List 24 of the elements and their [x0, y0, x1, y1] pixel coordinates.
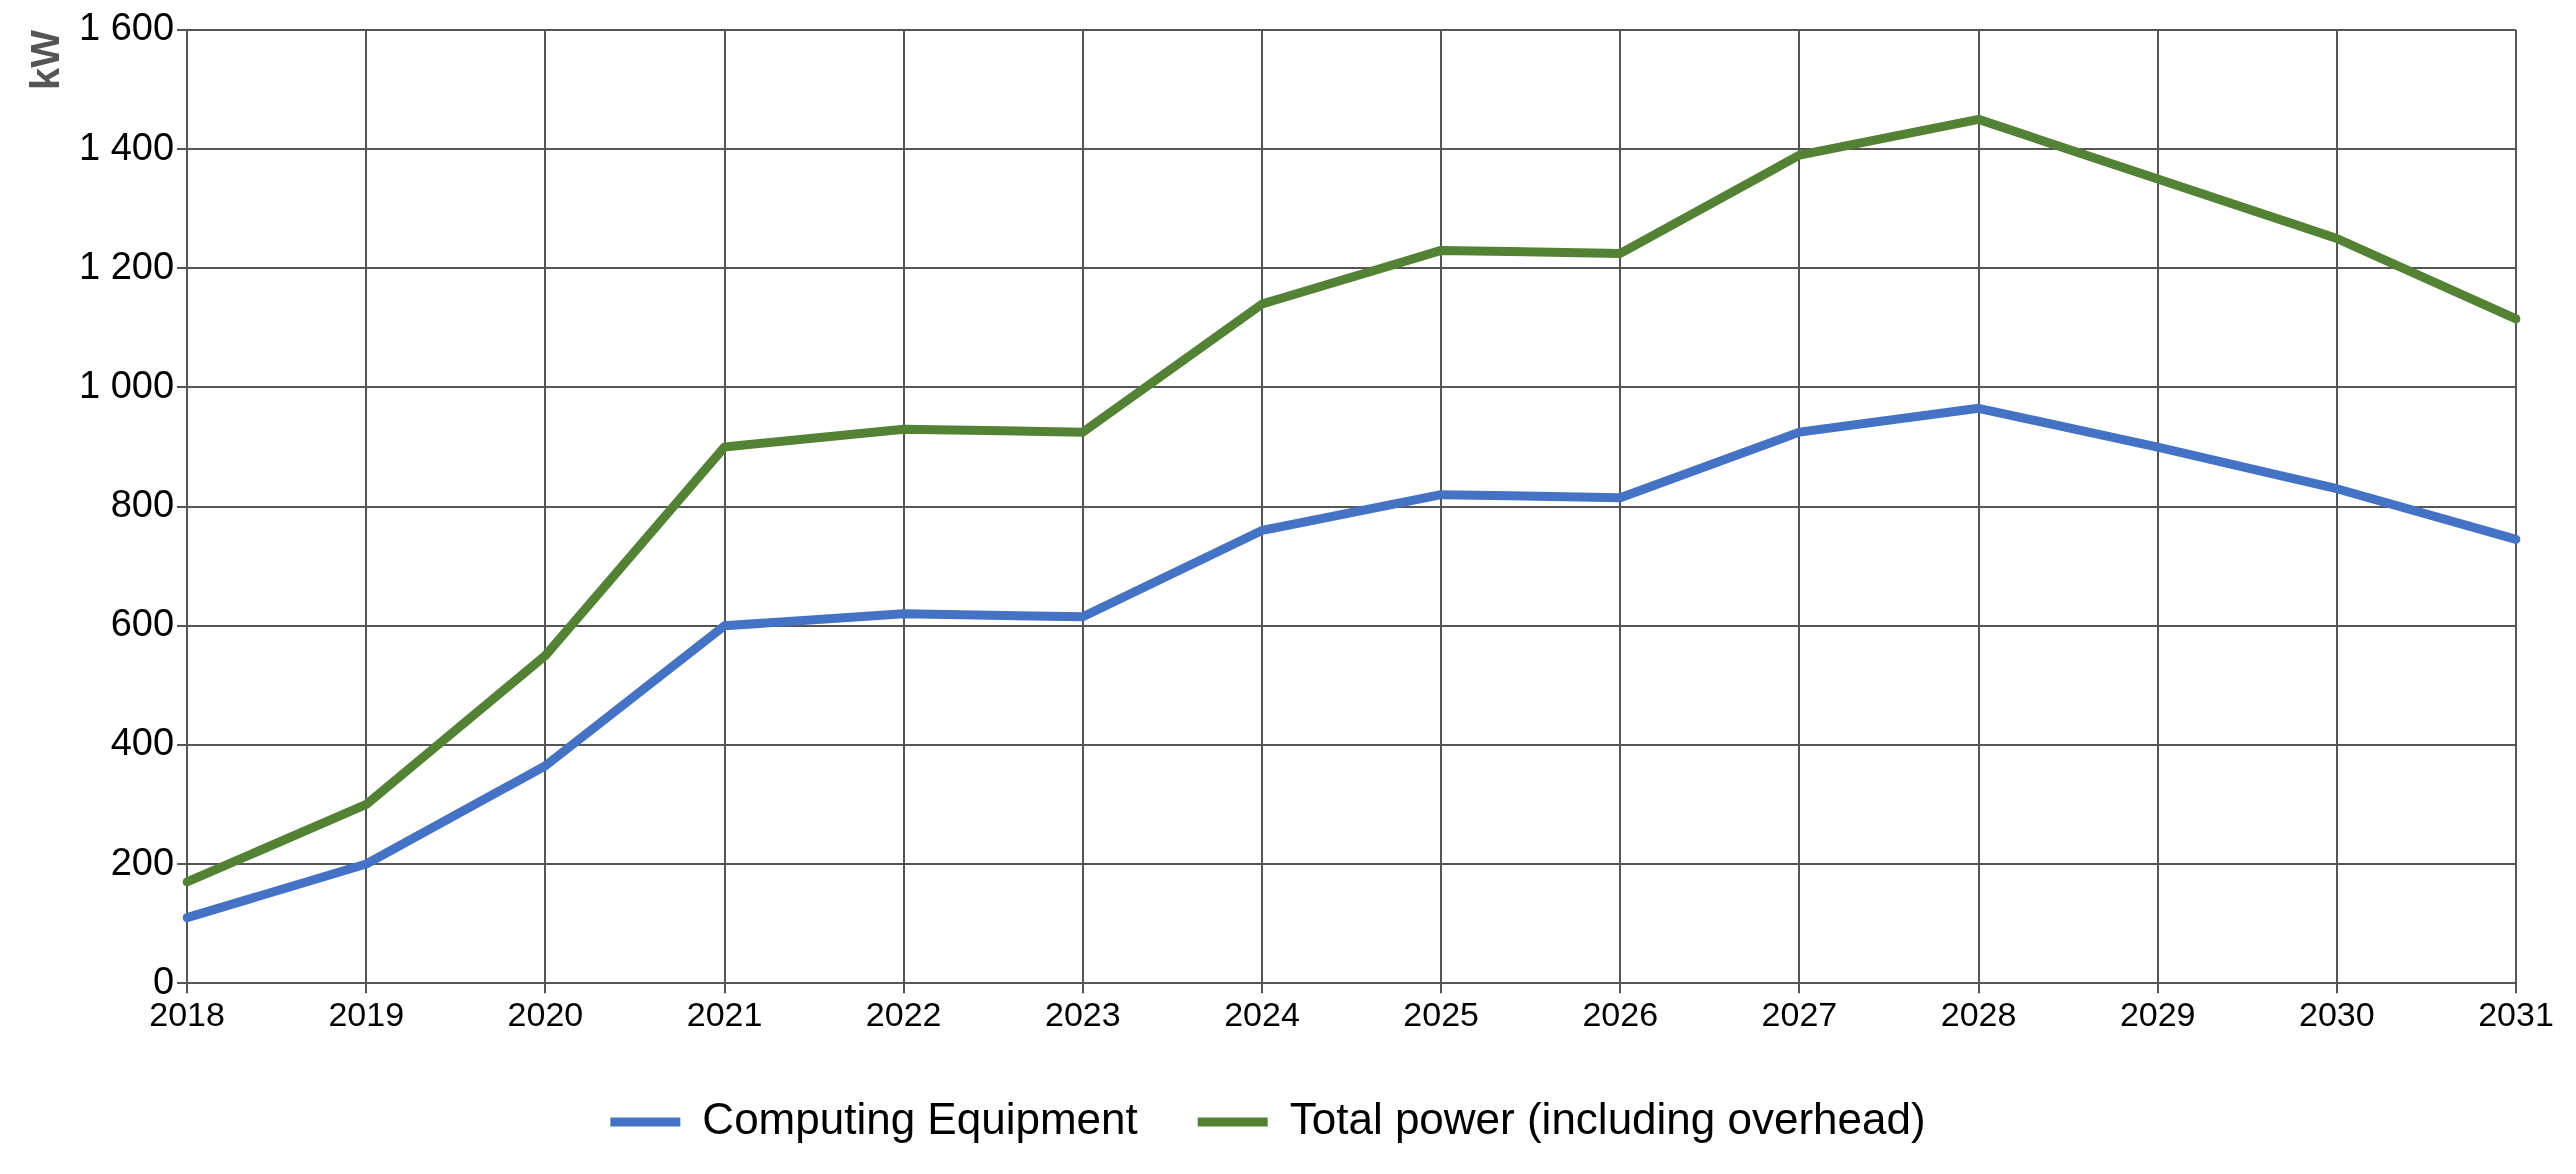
x-tick-label: 2031 [2478, 994, 2554, 1033]
y-tick-label: 1 600 [79, 6, 175, 49]
y-tick-label: 1 400 [79, 125, 175, 168]
x-tick-label: 2023 [1045, 994, 1121, 1033]
x-tick-label: 2019 [328, 994, 405, 1033]
x-tick-label: 2020 [507, 994, 584, 1033]
y-tick-label: 800 [110, 483, 175, 526]
y-axis-title: kW [23, 29, 68, 90]
x-tick-label: 2025 [1403, 994, 1479, 1033]
y-tick-label: 600 [110, 602, 175, 645]
x-tick-label: 2029 [2119, 994, 2196, 1033]
legend-label: Computing Equipment [702, 1094, 1138, 1144]
y-tick-label: 1 200 [79, 244, 175, 287]
x-tick-label: 2027 [1761, 994, 1838, 1033]
x-tick-label: 2028 [1940, 994, 2017, 1033]
y-tick-label: 1 000 [79, 363, 175, 406]
x-tick-label: 2022 [865, 994, 942, 1033]
x-tick-label: 2026 [1582, 994, 1659, 1033]
y-tick-label: 400 [110, 721, 175, 764]
x-tick-label: 2030 [2299, 994, 2375, 1033]
x-tick-label: 2024 [1224, 994, 1300, 1033]
legend-label: Total power (including overhead) [1289, 1094, 1926, 1144]
y-tick-label: 200 [110, 840, 175, 883]
x-tick-label: 2021 [686, 994, 763, 1033]
